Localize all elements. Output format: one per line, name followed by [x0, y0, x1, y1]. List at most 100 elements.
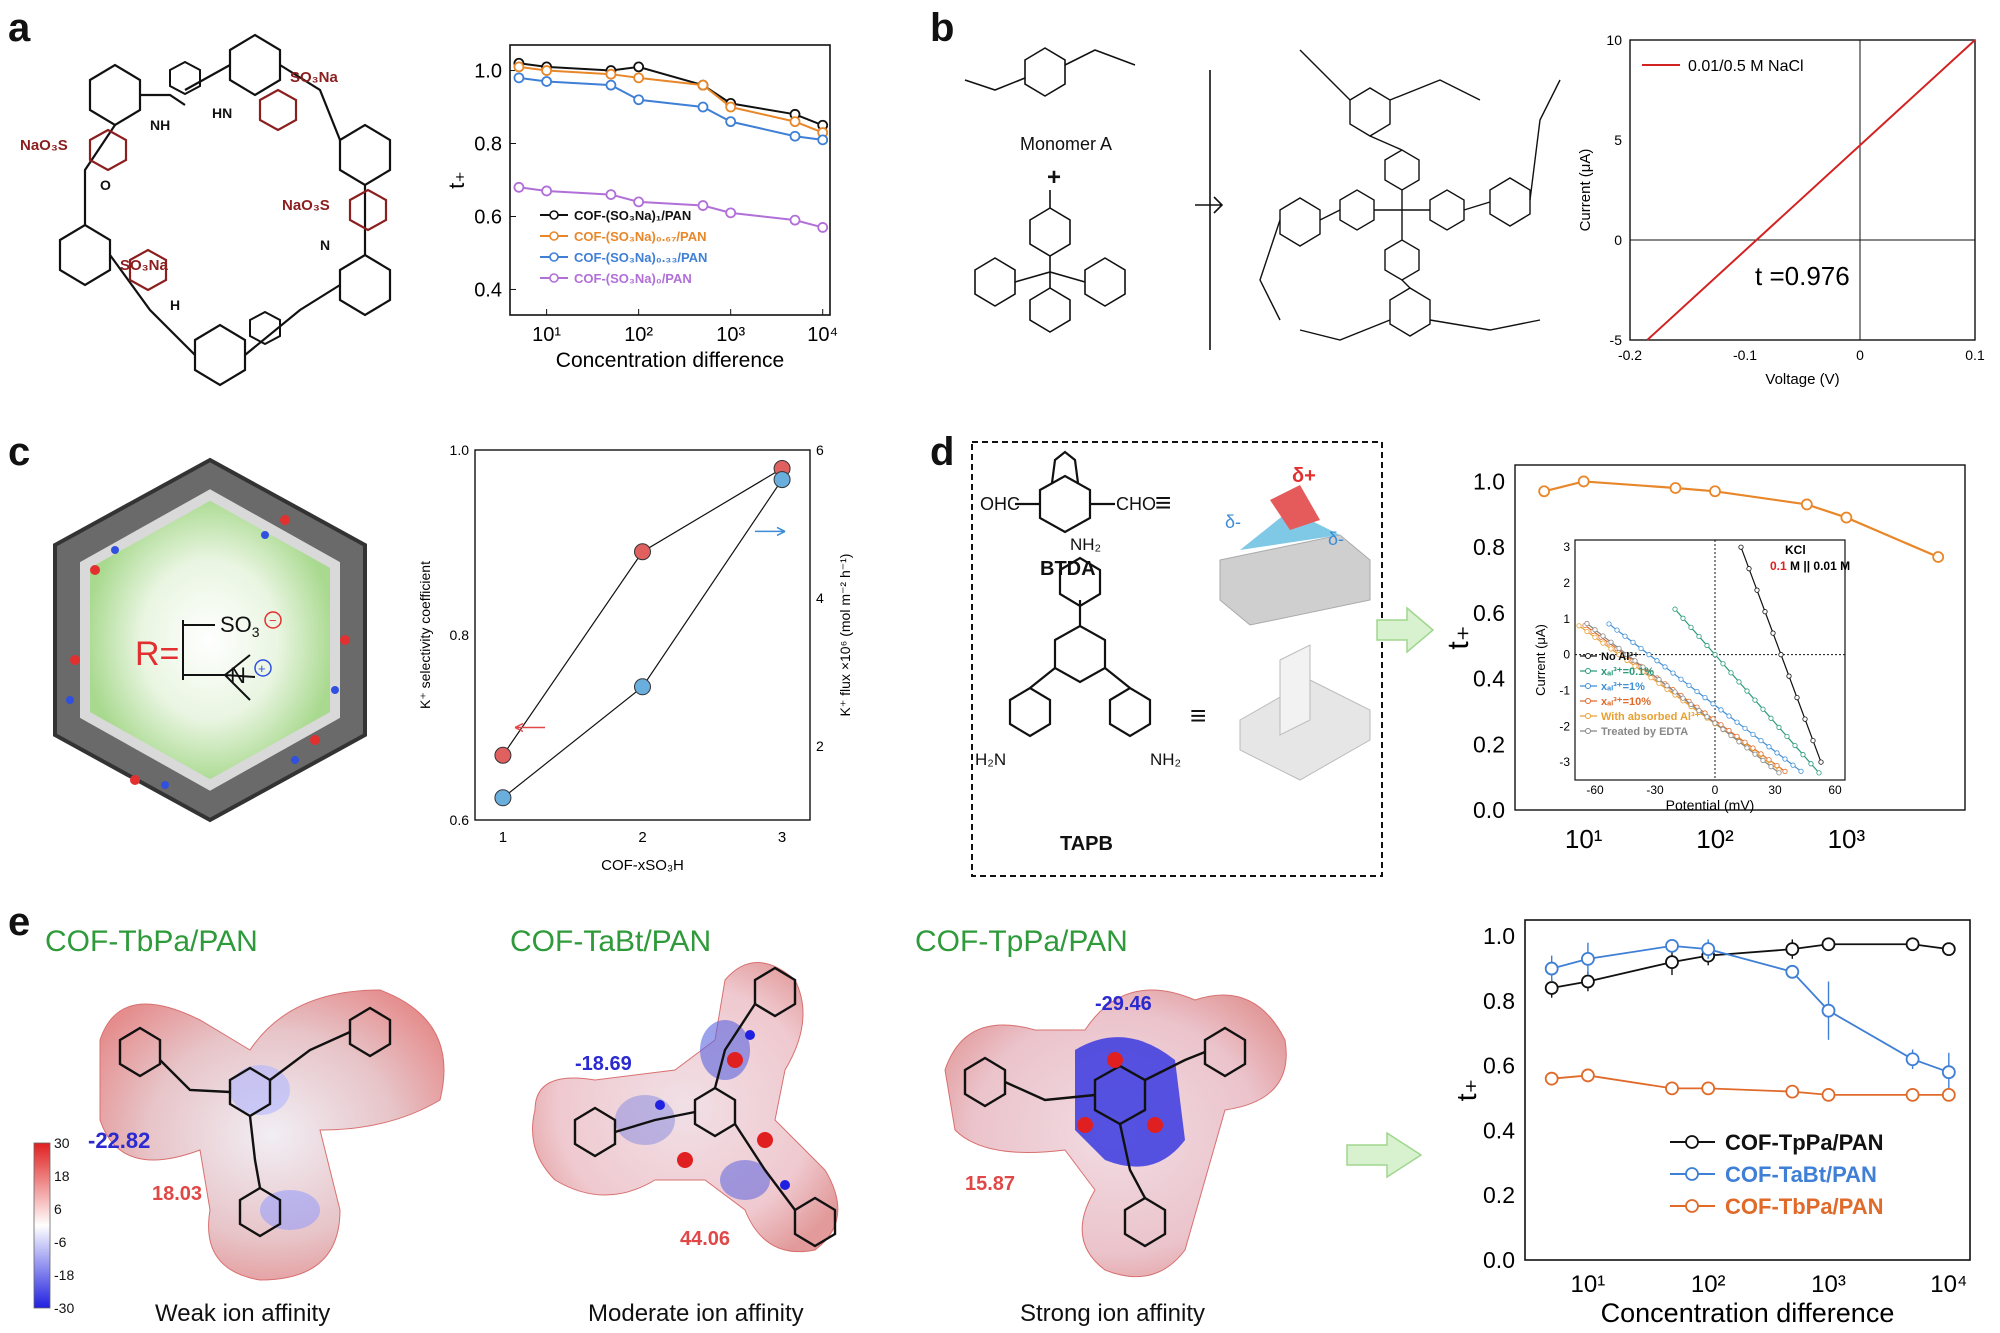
- inset-data-point: [1616, 652, 1622, 658]
- inset-x-tick-label: 0: [1712, 783, 1719, 797]
- inset-data-point: [1752, 751, 1758, 757]
- inset-data-point: [1766, 744, 1772, 750]
- esp-val-1: -22.82: [88, 1128, 150, 1153]
- data-point-right: [634, 678, 651, 696]
- x-tick-label: 1: [499, 829, 507, 846]
- y-tick-label: 10: [1606, 32, 1622, 48]
- legend-label: 0.01/0.5 M NaCl: [1688, 58, 1804, 75]
- esp-val-6: 15.87: [965, 1173, 1015, 1195]
- data-point: [1581, 1068, 1595, 1083]
- inset-data-point: [1808, 761, 1814, 767]
- y-right-tick-label: 4: [816, 590, 824, 606]
- data-point: [1941, 1087, 1956, 1102]
- legend-marker: [1685, 1135, 1699, 1149]
- inset-data-point: [1622, 633, 1628, 639]
- equiv-1: ≡: [1155, 487, 1171, 518]
- inset-data-point: [1766, 757, 1772, 763]
- data-point: [789, 116, 801, 128]
- x-tick-label: -0.1: [1733, 347, 1757, 363]
- inset-legend-marker: [1585, 728, 1591, 734]
- inset-data-point: [1624, 652, 1630, 658]
- x-tick-label: 10⁴: [807, 324, 838, 346]
- panel-c-pore-model: R= SO3 − N +: [53, 457, 367, 823]
- data-point: [817, 222, 829, 233]
- inset-data-point: [1688, 701, 1694, 707]
- inset-data-point: [1770, 630, 1776, 636]
- inset-data-point: [1762, 609, 1768, 615]
- label-naso3-2: NaO₃S: [282, 197, 330, 214]
- series-line: [1551, 1074, 1949, 1096]
- inset-x-tick-label: -30: [1646, 783, 1664, 797]
- y-axis-label: Current (μA): [1577, 149, 1594, 232]
- data-point: [513, 181, 525, 193]
- inset-data-point: [1600, 633, 1606, 639]
- series-line-left: [502, 467, 783, 756]
- esp-val-4: 44.06: [680, 1228, 730, 1250]
- y-tick-label: 0.4: [1473, 666, 1505, 692]
- y-axis-label: t₊: [1451, 1079, 1482, 1102]
- y-tick-label: 0.6: [474, 206, 502, 228]
- data-point: [633, 72, 645, 84]
- inset-data-point: [1624, 657, 1630, 663]
- data-point: [1941, 1065, 1956, 1080]
- y-tick-label: 0.6: [1473, 600, 1505, 626]
- label-h: H: [170, 297, 180, 313]
- data-point: [605, 189, 617, 200]
- panel-a-structure: NH HN N H O SO₃Na SO₃Na NaO₃S NaO₃S: [20, 33, 392, 387]
- inset-legend-marker: [1585, 698, 1591, 704]
- x-tick-label: 10³: [1828, 824, 1866, 854]
- inset-y-tick-label: 2: [1563, 576, 1570, 590]
- panel-letter-e: e: [8, 900, 31, 944]
- data-point: [1544, 961, 1559, 976]
- y-left-tick-label: 1.0: [450, 442, 470, 458]
- data-point: [1544, 981, 1559, 995]
- delta-plus: δ+: [1292, 465, 1316, 487]
- cbar-m6: -6: [54, 1234, 67, 1250]
- panel-letter-a: a: [8, 6, 31, 50]
- y-tick-label: 0.8: [1473, 534, 1505, 560]
- label-naso3-1: NaO₃S: [20, 137, 68, 154]
- data-point: [605, 68, 617, 80]
- data-point: [1905, 937, 1920, 952]
- inset-data-point: [1720, 726, 1726, 732]
- inset-data-point: [1798, 768, 1804, 774]
- x-tick-label: 10²: [1696, 824, 1734, 854]
- inset-data-point: [1818, 759, 1824, 765]
- y-left-axis-label: K⁺ selectivity coefficient: [417, 561, 433, 709]
- inset-data-point: [1680, 695, 1686, 701]
- esp-map-tabt: -18.69 44.06: [532, 962, 839, 1253]
- title-tabt: COF-TaBt/PAN: [510, 925, 712, 958]
- series-line: [1551, 944, 1950, 1074]
- inset-data-point: [1654, 658, 1660, 664]
- h2n-left: H₂N: [975, 750, 1006, 769]
- panel-b-polymer: [1259, 49, 1561, 341]
- inset-data-point: [1728, 670, 1734, 676]
- caption-moderate: Moderate ion affinity: [588, 1300, 804, 1327]
- data-point: [1709, 485, 1721, 498]
- x-tick-label: 0: [1856, 347, 1864, 363]
- inset-data-point: [1774, 750, 1780, 756]
- legend-label: COF-(SO₃Na)₀/PAN: [574, 271, 692, 286]
- cbar-6: 6: [54, 1201, 62, 1217]
- inset-data-point: [1734, 733, 1740, 739]
- data-point: [633, 61, 645, 73]
- inset-data-point: [1576, 623, 1582, 629]
- plot-frame: [1629, 39, 1976, 341]
- inset-legend-marker: [1585, 653, 1591, 659]
- inset-conc: 0.1 M || 0.01 M: [1770, 559, 1850, 573]
- inset-data-point: [1592, 627, 1598, 633]
- inset-data-point: [1638, 645, 1644, 652]
- x-axis-label: Concentration difference: [1601, 1298, 1895, 1328]
- inset-data-point: [1696, 633, 1702, 640]
- x-tick-label: 10³: [716, 324, 745, 346]
- data-point: [789, 130, 801, 142]
- data-point: [1905, 1052, 1920, 1067]
- inset-data-point: [1672, 689, 1678, 695]
- cbar-18: 18: [54, 1168, 70, 1184]
- inset-y-tick-label: -3: [1559, 755, 1570, 769]
- data-point: [1544, 1071, 1559, 1086]
- inset-data-point: [1726, 727, 1732, 734]
- data-point: [1941, 942, 1956, 957]
- legend-label: COF-(SO₃Na)₁/PAN: [574, 208, 691, 223]
- inset-kcl: KCl: [1785, 543, 1806, 557]
